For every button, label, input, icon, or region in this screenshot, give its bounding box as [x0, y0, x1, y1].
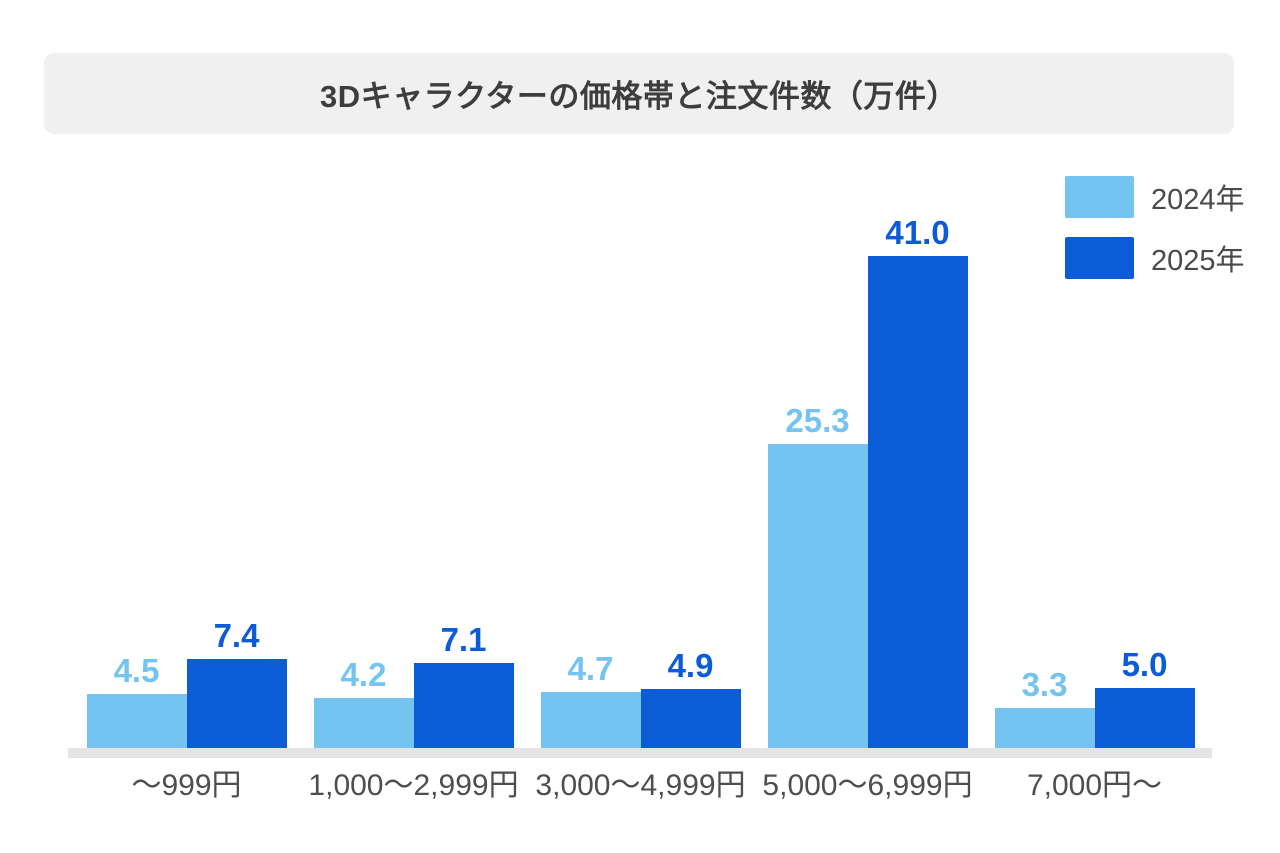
- category-label-7,000円～: 7,000円～: [1026, 769, 1163, 802]
- category-label-3,000～4,999円: 3,000～4,999円: [535, 769, 746, 802]
- bar-2025年-1,000～2,999円: [413, 662, 514, 748]
- value-label-2025年-3,000～4,999円: 4.9: [667, 647, 714, 685]
- value-label-2024年-3,000～4,999円: 4.7: [567, 649, 614, 687]
- value-label-2024年-5,000～6,999円: 25.3: [785, 402, 850, 440]
- bar-2024年-3,000～4,999円: [540, 691, 641, 748]
- legend-label-2025: 2025年: [1151, 245, 1245, 277]
- value-label-2025年-～999円: 7.4: [213, 617, 260, 655]
- chart-title-banner: 3Dキャラクターの価格帯と注文件数（万件）: [44, 53, 1234, 134]
- legend-item-2024: 2024年: [1065, 176, 1245, 218]
- category-label-～999円: ～999円: [131, 769, 242, 802]
- bar-2024年-1,000～2,999円: [313, 697, 414, 748]
- bar-2024年-7,000円～: [994, 708, 1095, 748]
- value-label-2025年-5,000～6,999円: 41.0: [885, 214, 950, 251]
- bar-2024年-5,000～6,999円: [767, 444, 868, 748]
- bar-2024年-～999円: [86, 694, 187, 748]
- bar-2025年-3,000～4,999円: [640, 689, 741, 748]
- legend-item-2025: 2025年: [1065, 237, 1245, 279]
- category-label-5,000～6,999円: 5,000～6,999円: [762, 769, 973, 802]
- legend-label-2024: 2024年: [1151, 184, 1245, 216]
- legend-swatch-2024: [1065, 176, 1134, 218]
- bar-2025年-7,000円～: [1094, 688, 1195, 748]
- bar-2025年-5,000～6,999円: [867, 256, 968, 748]
- category-label-1,000～2,999円: 1,000～2,999円: [308, 769, 519, 802]
- value-label-2024年-～999円: 4.5: [113, 652, 160, 689]
- chart-title: 3Dキャラクターの価格帯と注文件数（万件）: [320, 79, 958, 114]
- value-label-2025年-7,000円～: 5.0: [1121, 646, 1168, 683]
- value-label-2025年-1,000～2,999円: 7.1: [440, 620, 487, 658]
- legend-swatch-2025: [1065, 237, 1134, 279]
- value-label-2024年-7,000円～: 3.3: [1021, 666, 1068, 704]
- chart-legend: 2024年 2025年: [1065, 176, 1245, 279]
- bar-2025年-～999円: [186, 659, 287, 748]
- value-label-2024年-1,000～2,999円: 4.2: [340, 655, 387, 693]
- x-axis-baseline: [68, 748, 1212, 758]
